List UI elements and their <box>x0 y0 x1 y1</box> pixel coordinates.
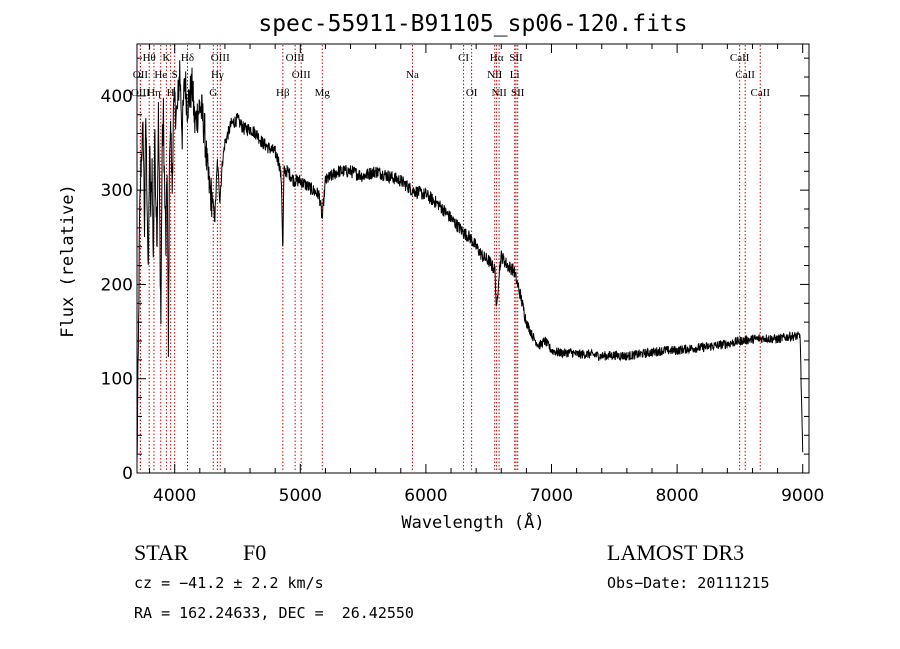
coordinates-readout: RA = 162.24633, DEC = 26.42550 <box>134 604 414 622</box>
redshift-readout: cz = −41.2 ± 2.2 km/s <box>134 574 324 592</box>
spectral-line-label: NII <box>487 69 503 81</box>
y-axis-label: Flux (relative) <box>58 184 78 338</box>
spectral-line-label: Hα <box>490 52 504 64</box>
spectral-line-label: OIII <box>286 52 305 64</box>
x-axis-ticks: 4000 5000 6000 7000 8000 9000 <box>149 44 824 506</box>
y-tick-label: 400 <box>101 87 133 107</box>
spectral-line-label: Hγ <box>211 69 224 81</box>
spectral-line-label: Li <box>510 69 520 81</box>
spectral-line-label: Hη <box>147 87 161 99</box>
spectral-line-label: Hβ <box>276 87 290 99</box>
spectral-line-label: S <box>172 69 178 81</box>
observation-date: Obs−Date: 20111215 <box>607 574 770 592</box>
y-tick-label: 300 <box>101 181 133 201</box>
x-tick-label: 9000 <box>781 486 824 506</box>
y-tick-label: 100 <box>101 370 133 390</box>
x-tick-label: 4000 <box>153 486 196 506</box>
spectral-line-markers <box>139 45 761 472</box>
spectral-line-label: SII <box>509 52 523 64</box>
x-tick-label: 5000 <box>279 486 322 506</box>
spectral-line-labels: Hθ K Hδ OIII OIII CI Hα SII CaII OII He S Hγ OIII Na NI… <box>131 52 770 99</box>
x-tick-label: 6000 <box>404 486 447 506</box>
spectral-line-label: OI <box>466 87 478 99</box>
y-tick-label: 200 <box>101 275 133 295</box>
spectral-line-label: OIII <box>211 52 230 64</box>
y-tick-label: 0 <box>122 464 133 484</box>
survey-name: LAMOST DR3 <box>607 540 745 565</box>
flux-series-line <box>136 60 804 462</box>
x-axis-label: Wavelength (Å) <box>401 511 544 533</box>
spectral-line-label: CaII <box>735 69 755 81</box>
spectral-line-label: Hθ <box>143 52 156 64</box>
chart-title: spec-55911-B91105_sp06-120.fits <box>258 11 687 37</box>
spectral-line-label: CaII <box>750 87 770 99</box>
spectral-line-label: SII <box>511 87 525 99</box>
x-tick-label: 8000 <box>655 486 698 506</box>
x-tick-label: 7000 <box>530 486 573 506</box>
spectral-line-label: Hδ <box>181 52 194 64</box>
spectral-line-label: G <box>209 87 217 99</box>
spectral-line-label: He <box>154 69 167 81</box>
spectral-line-label: Na <box>406 69 419 81</box>
plot-frame <box>136 43 810 474</box>
spectral-line-label: H <box>167 87 175 99</box>
spectral-line-label: OII <box>133 69 149 81</box>
spectral-line-label: NII <box>491 87 507 99</box>
spectral-line-label: CI <box>458 52 469 64</box>
object-class: STAR <box>134 540 189 565</box>
spectral-line-label: K <box>162 52 170 64</box>
spectral-line-label: OIII <box>292 69 311 81</box>
spectral-line-label: Mg <box>315 87 331 99</box>
object-subclass: F0 <box>243 540 267 565</box>
y-axis-ticks: 0 100 200 300 400 <box>101 57 809 484</box>
spectral-line-label: CaII <box>730 52 750 64</box>
